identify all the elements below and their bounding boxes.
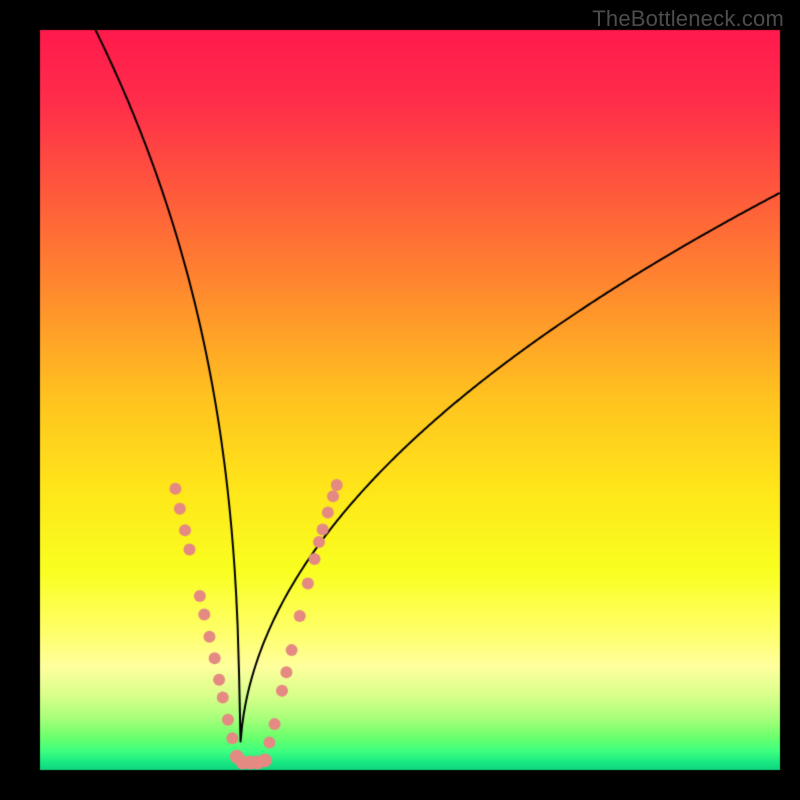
- bottleneck-curve-chart: [0, 0, 800, 800]
- watermark-text: TheBottleneck.com: [592, 6, 784, 32]
- chart-root: TheBottleneck.com: [0, 0, 800, 800]
